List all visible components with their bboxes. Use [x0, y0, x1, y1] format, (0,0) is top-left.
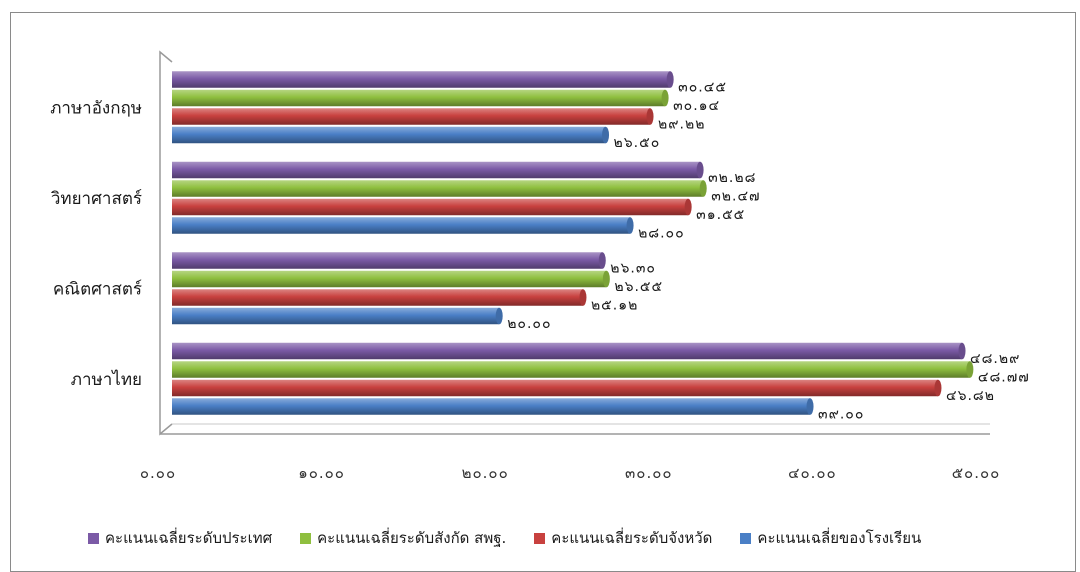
legend-swatch [740, 532, 752, 544]
x-tick-label: ๑๐.๐๐ [298, 464, 345, 482]
bar-cap [696, 161, 704, 179]
bar [172, 198, 689, 216]
data-label: ๔๖.๘๒ [946, 388, 995, 404]
data-label: ๓๒.๔๗ [711, 189, 760, 205]
bar-cap [806, 398, 814, 415]
bar-cap [934, 379, 942, 397]
bar-cap [579, 289, 587, 306]
category-label: วิทยาศาสตร์ [50, 189, 142, 209]
bar-cap [958, 342, 966, 360]
bar [172, 126, 606, 144]
bar [172, 270, 607, 288]
bar [172, 71, 671, 88]
data-label: ๒๖.๓๐ [610, 261, 656, 277]
bar-cap [598, 252, 606, 269]
legend-swatch [88, 532, 99, 544]
bar-cap [666, 71, 674, 88]
data-label: ๒๖.๕๕ [614, 279, 663, 295]
chart-bars [172, 71, 974, 415]
bar [172, 217, 631, 234]
data-label: ๒๙.๒๒ [658, 117, 705, 133]
legend-swatch [534, 532, 546, 544]
legend-label: คะแนนเฉลี่ยของโรงเรียน [757, 529, 922, 547]
data-label: ๓๒.๒๘ [708, 170, 756, 186]
chart-labels: ภาษาอังกฤษ ๓๐.๔๕๓๐.๑๔๒๙.๒๒๒๖.๕๐วิทยาศาสตร… [50, 80, 1030, 423]
legend-item: คะแนนเฉลี่ยของโรงเรียน [740, 526, 921, 550]
chart-axes: ๐.๐๐ ๑๐.๐๐ ๒๐.๐๐ ๓๐.๐๐ ๔๐.๐๐ ๕๐.๐๐ [140, 50, 1001, 482]
legend-item: คะแนนเฉลี่ยระดับจังหวัด [534, 526, 712, 550]
legend-label: คะแนนเฉลี่ยระดับสังกัด สพฐ. [317, 529, 507, 547]
bar [172, 342, 963, 360]
bar-chart: ๐.๐๐ ๑๐.๐๐ ๒๐.๐๐ ๓๐.๐๐ ๔๐.๐๐ ๕๐.๐๐ ภาษาอังกฤษ… [50, 50, 1030, 482]
data-label: ๒๐.๐๐ [507, 316, 551, 332]
legend-label: คะแนนเฉลี่ยระดับประเทศ [105, 529, 273, 547]
bar-cap [495, 307, 503, 325]
data-label: ๔๘.๗๗ [978, 370, 1030, 386]
bar [172, 289, 583, 306]
bar [172, 379, 938, 397]
x-tick-label: ๒๐.๐๐ [462, 464, 509, 482]
bar-cap [626, 217, 634, 234]
bar-cap [646, 108, 654, 125]
chart-legend: คะแนนเฉลี่ยระดับประเทศ คะแนนเฉลี่ยระดับสั… [88, 526, 921, 550]
data-label: ๓๙.๐๐ [818, 407, 864, 423]
bar-cap [602, 270, 610, 288]
x-tick-label: ๓๐.๐๐ [625, 464, 673, 482]
data-label: ๓๐.๔๕ [678, 80, 727, 96]
data-label: ๓๐.๑๔ [673, 98, 720, 114]
bar [172, 307, 500, 325]
bar [172, 398, 811, 415]
legend-label: คะแนนเฉลี่ยระดับจังหวัด [551, 529, 713, 547]
legend-item: คะแนนเฉลี่ยระดับประเทศ [88, 526, 272, 550]
legend-swatch [300, 532, 312, 544]
x-tick-label: ๐.๐๐ [140, 464, 176, 482]
x-tick-label: ๕๐.๐๐ [952, 464, 1001, 482]
data-label: ๓๑.๕๕ [696, 207, 745, 223]
category-label: คณิตศาสตร์ [53, 279, 142, 299]
axis-wall [159, 50, 173, 436]
bar-cap [966, 361, 974, 378]
category-label: ภาษาไทย [71, 369, 142, 390]
data-label: ๒๖.๕๐ [614, 135, 661, 151]
category-label: ภาษาอังกฤษ [50, 98, 142, 118]
x-tick-label: ๔๐.๐๐ [788, 464, 837, 482]
bar [172, 89, 666, 107]
bar [172, 252, 603, 269]
bar [172, 161, 701, 179]
bar-cap [684, 198, 692, 216]
bar-cap [699, 180, 707, 197]
data-label: ๒๕.๑๒ [591, 298, 638, 314]
legend-item: คะแนนเฉลี่ยระดับสังกัด สพฐ. [300, 526, 506, 550]
data-label: ๔๘.๒๙ [970, 351, 1020, 367]
bar [172, 180, 704, 197]
bar [172, 361, 970, 378]
bar [172, 108, 651, 125]
data-label: ๒๘.๐๐ [638, 226, 685, 242]
bar-cap [661, 89, 669, 107]
bar-cap [602, 126, 610, 144]
